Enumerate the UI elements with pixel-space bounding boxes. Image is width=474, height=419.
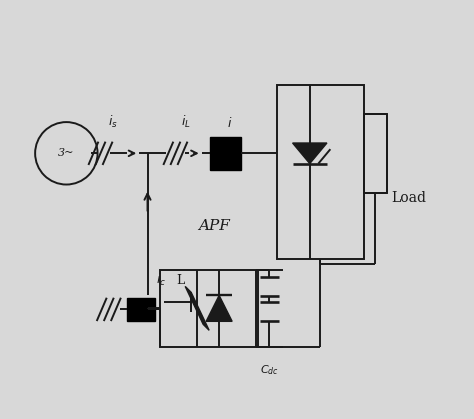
Text: 3~: 3~ [58, 148, 74, 158]
Text: $i_s$: $i_s$ [108, 114, 118, 130]
Polygon shape [292, 143, 327, 163]
Bar [364, 114, 387, 193]
Bar [160, 270, 258, 347]
Bar [276, 85, 364, 259]
Text: $i_c$: $i_c$ [156, 272, 166, 288]
Polygon shape [185, 286, 209, 330]
Text: $i_L$: $i_L$ [181, 114, 191, 130]
Bar [127, 298, 155, 321]
Polygon shape [206, 295, 232, 321]
Text: $C_{dc}$: $C_{dc}$ [260, 364, 279, 377]
Text: Load: Load [391, 191, 426, 205]
Text: APF: APF [198, 219, 230, 233]
Text: $i$: $i$ [227, 116, 232, 130]
Text: L: L [177, 274, 185, 287]
Bar [210, 137, 241, 170]
